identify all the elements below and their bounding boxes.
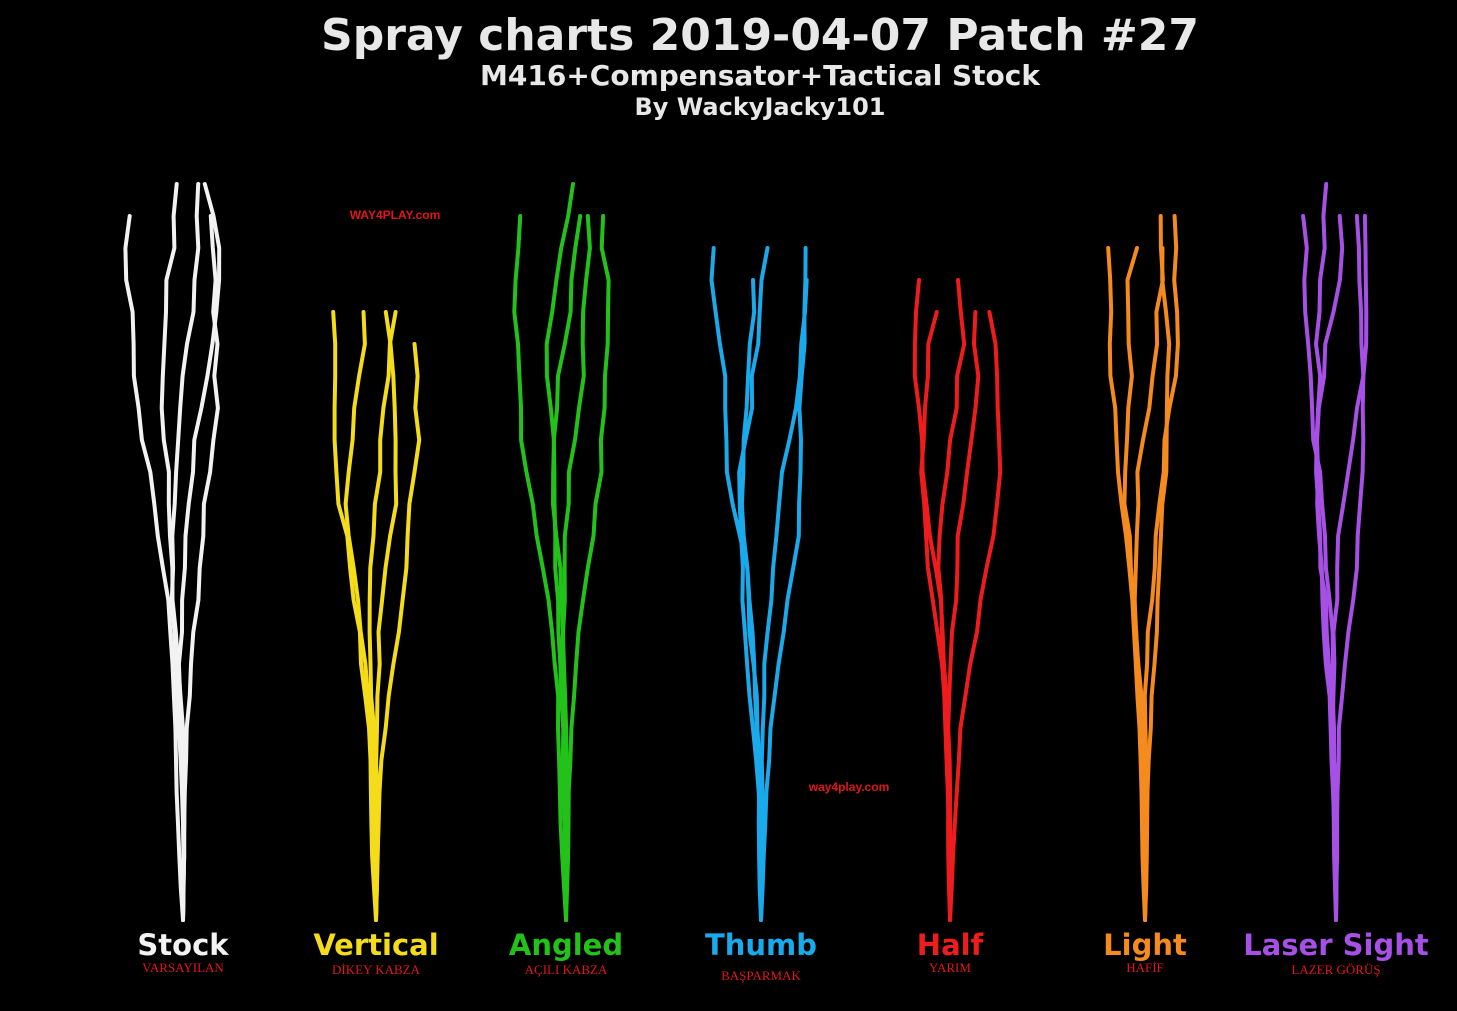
attachment-label: Laser Sight	[1243, 928, 1429, 962]
attachment-translation: VARSAYILAN	[142, 960, 224, 975]
spray-pattern	[946, 310, 981, 922]
spray-pattern	[759, 278, 809, 922]
attachment-label: Vertical	[313, 928, 438, 962]
spray-pattern	[558, 214, 592, 922]
spray-pattern	[374, 342, 422, 922]
attachment-translation: HAFİF	[1126, 960, 1164, 975]
attachment-translation: BAŞPARMAK	[721, 968, 801, 983]
spray-pattern	[331, 310, 378, 922]
spray-pattern	[737, 246, 770, 922]
watermark: way4play.com	[808, 780, 889, 794]
spray-pattern	[1143, 246, 1172, 922]
attachment-label: Half	[917, 928, 984, 962]
spray-pattern	[512, 214, 568, 922]
attachment-label: Angled	[509, 928, 623, 962]
spray-pattern	[123, 214, 185, 922]
attachment-label: Thumb	[705, 928, 817, 962]
attachment-translation: LAZER GÖRÜŞ	[1291, 962, 1380, 977]
watermark: WAY4PLAY.com	[350, 208, 441, 222]
attachment-label: Light	[1103, 928, 1187, 962]
subtitle: M416+Compensator+Tactical Stock	[480, 59, 1041, 92]
attachment-translation: DİKEY KABZA	[332, 962, 421, 977]
spray-pattern	[1315, 214, 1345, 922]
spray-pattern	[1334, 214, 1369, 922]
spray-pattern	[181, 214, 220, 922]
author: By WackyJacky101	[635, 93, 886, 121]
spray-pattern	[373, 310, 399, 922]
title: Spray charts 2019-04-07 Patch #27	[321, 10, 1199, 61]
spray-pattern	[564, 214, 611, 922]
attachment-label: Stock	[137, 928, 229, 962]
spray-pattern	[948, 310, 1003, 922]
spray-pattern	[759, 246, 808, 922]
spray-pattern	[551, 214, 583, 922]
attachment-translation: AÇILI KABZA	[525, 962, 608, 977]
attachment-translation: YARIM	[929, 960, 971, 975]
